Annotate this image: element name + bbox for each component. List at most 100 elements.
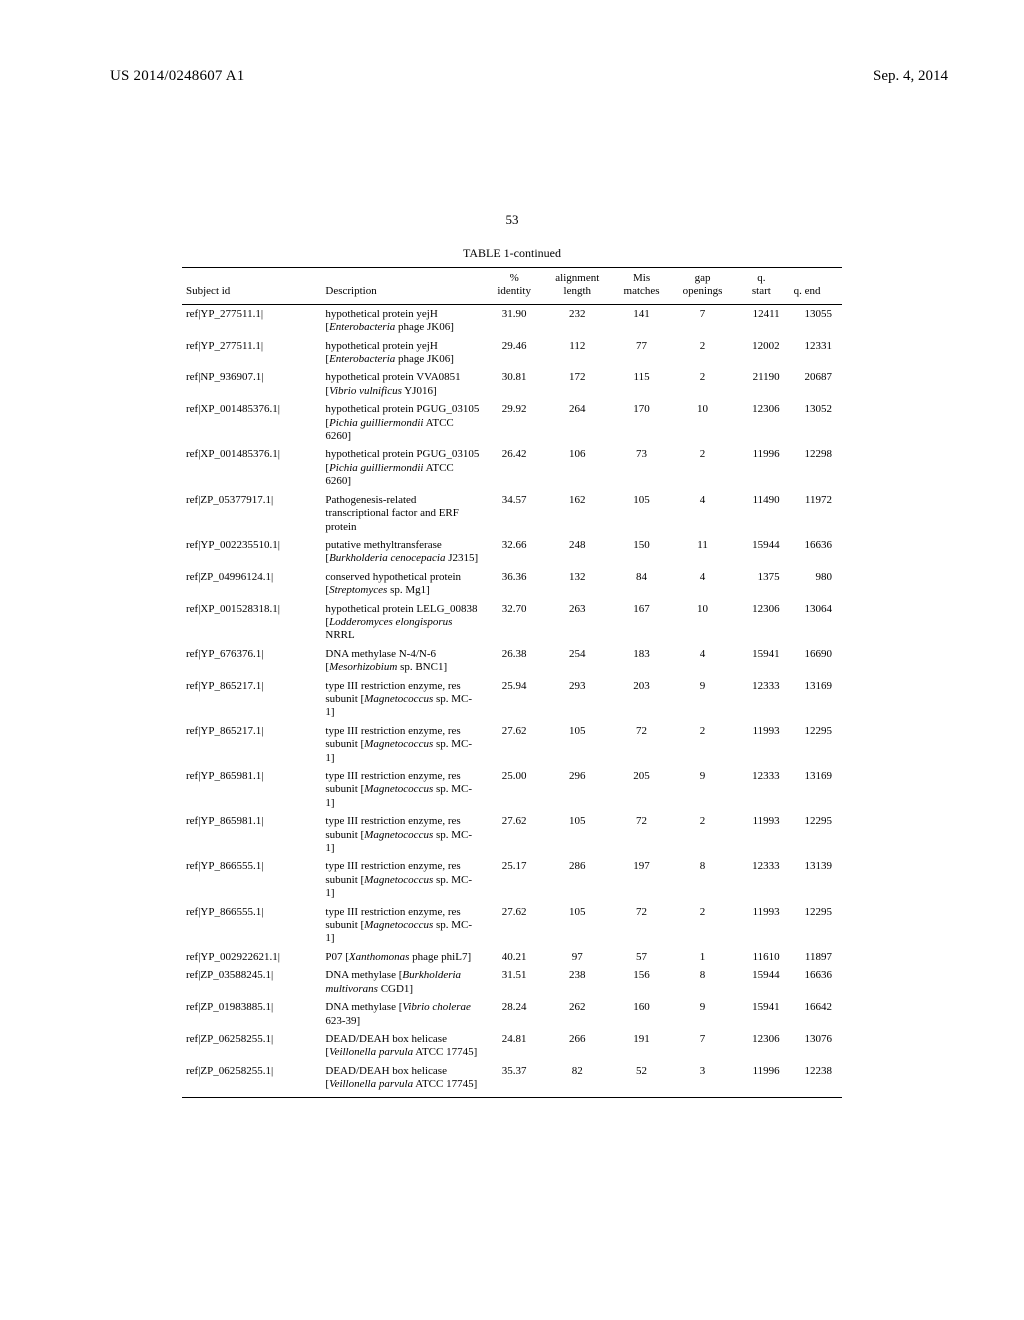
cell-gap-openings: 7 xyxy=(672,1030,733,1062)
cell-alignment-length: 286 xyxy=(544,857,612,902)
cell-q-start: 12002 xyxy=(733,337,790,369)
cell-q-start: 11610 xyxy=(733,948,790,966)
cell-subject-id: ref|ZP_04996124.1| xyxy=(182,568,321,600)
table-row: ref|YP_002922621.1|P07 [Xanthomonas phag… xyxy=(182,948,842,966)
cell-pct-identity: 40.21 xyxy=(485,948,544,966)
cell-q-end: 11897 xyxy=(790,948,842,966)
cell-subject-id: ref|YP_866555.1| xyxy=(182,857,321,902)
cell-description: DEAD/DEAH box helicase [Veillonella parv… xyxy=(321,1030,484,1062)
page-header: US 2014/0248607 A1 Sep. 4, 2014 xyxy=(0,0,1024,176)
col-alignment-length: alignmentlength xyxy=(544,268,612,305)
cell-q-start: 15944 xyxy=(733,966,790,998)
cell-subject-id: ref|NP_936907.1| xyxy=(182,368,321,400)
cell-alignment-length: 97 xyxy=(544,948,612,966)
cell-alignment-length: 266 xyxy=(544,1030,612,1062)
table-header-row: Subject id Description %identity alignme… xyxy=(182,268,842,305)
cell-q-end: 16690 xyxy=(790,645,842,677)
table-row: ref|YP_866555.1|type III restriction enz… xyxy=(182,903,842,948)
cell-pct-identity: 26.38 xyxy=(485,645,544,677)
cell-pct-identity: 25.94 xyxy=(485,677,544,722)
table-row: ref|YP_277511.1|hypothetical protein yej… xyxy=(182,304,842,336)
cell-gap-openings: 1 xyxy=(672,948,733,966)
cell-subject-id: ref|YP_676376.1| xyxy=(182,645,321,677)
cell-q-start: 15941 xyxy=(733,645,790,677)
col-subject-id: Subject id xyxy=(182,268,321,305)
cell-alignment-length: 82 xyxy=(544,1062,612,1097)
cell-q-end: 13055 xyxy=(790,304,842,336)
cell-gap-openings: 11 xyxy=(672,536,733,568)
cell-alignment-length: 296 xyxy=(544,767,612,812)
cell-gap-openings: 8 xyxy=(672,966,733,998)
cell-mismatches: 72 xyxy=(611,812,672,857)
cell-description: type III restriction enzyme, res subunit… xyxy=(321,677,484,722)
cell-gap-openings: 4 xyxy=(672,645,733,677)
table-body: ref|YP_277511.1|hypothetical protein yej… xyxy=(182,304,842,1097)
cell-q-end: 13169 xyxy=(790,677,842,722)
cell-description: hypothetical protein VVA0851 [Vibrio vul… xyxy=(321,368,484,400)
cell-q-end: 13052 xyxy=(790,400,842,445)
table-row: ref|XP_001528318.1|hypothetical protein … xyxy=(182,600,842,645)
cell-q-end: 16636 xyxy=(790,966,842,998)
cell-alignment-length: 263 xyxy=(544,600,612,645)
cell-description: hypothetical protein PGUG_03105 [Pichia … xyxy=(321,445,484,490)
cell-mismatches: 141 xyxy=(611,304,672,336)
cell-gap-openings: 9 xyxy=(672,767,733,812)
cell-subject-id: ref|YP_277511.1| xyxy=(182,337,321,369)
cell-q-end: 12298 xyxy=(790,445,842,490)
cell-alignment-length: 106 xyxy=(544,445,612,490)
cell-subject-id: ref|YP_002235510.1| xyxy=(182,536,321,568)
cell-q-end: 13064 xyxy=(790,600,842,645)
cell-description: type III restriction enzyme, res subunit… xyxy=(321,767,484,812)
cell-gap-openings: 2 xyxy=(672,722,733,767)
table-row: ref|ZP_05377917.1|Pathogenesis-related t… xyxy=(182,491,842,536)
cell-q-start: 15944 xyxy=(733,536,790,568)
cell-q-start: 12306 xyxy=(733,400,790,445)
cell-gap-openings: 4 xyxy=(672,568,733,600)
cell-mismatches: 115 xyxy=(611,368,672,400)
cell-alignment-length: 262 xyxy=(544,998,612,1030)
cell-alignment-length: 172 xyxy=(544,368,612,400)
cell-description: DNA methylase N-4/N-6 [Mesorhizobium sp.… xyxy=(321,645,484,677)
table-row: ref|ZP_06258255.1|DEAD/DEAH box helicase… xyxy=(182,1062,842,1097)
cell-pct-identity: 25.00 xyxy=(485,767,544,812)
cell-description: type III restriction enzyme, res subunit… xyxy=(321,722,484,767)
cell-subject-id: ref|ZP_06258255.1| xyxy=(182,1062,321,1097)
cell-gap-openings: 2 xyxy=(672,337,733,369)
table-row: ref|ZP_01983885.1|DNA methylase [Vibrio … xyxy=(182,998,842,1030)
cell-mismatches: 167 xyxy=(611,600,672,645)
cell-description: type III restriction enzyme, res subunit… xyxy=(321,812,484,857)
cell-q-start: 11996 xyxy=(733,1062,790,1097)
cell-q-start: 12333 xyxy=(733,677,790,722)
cell-mismatches: 105 xyxy=(611,491,672,536)
cell-pct-identity: 24.81 xyxy=(485,1030,544,1062)
cell-pct-identity: 35.37 xyxy=(485,1062,544,1097)
cell-gap-openings: 2 xyxy=(672,812,733,857)
cell-description: conserved hypothetical protein [Streptom… xyxy=(321,568,484,600)
cell-pct-identity: 32.66 xyxy=(485,536,544,568)
cell-description: hypothetical protein PGUG_03105 [Pichia … xyxy=(321,400,484,445)
cell-description: hypothetical protein yejH [Enterobacteri… xyxy=(321,304,484,336)
cell-subject-id: ref|XP_001485376.1| xyxy=(182,445,321,490)
cell-q-end: 20687 xyxy=(790,368,842,400)
cell-subject-id: ref|YP_277511.1| xyxy=(182,304,321,336)
cell-pct-identity: 27.62 xyxy=(485,812,544,857)
cell-q-start: 12333 xyxy=(733,857,790,902)
cell-q-end: 12331 xyxy=(790,337,842,369)
cell-description: Pathogenesis-related transcriptional fac… xyxy=(321,491,484,536)
cell-mismatches: 84 xyxy=(611,568,672,600)
cell-q-start: 12306 xyxy=(733,600,790,645)
cell-pct-identity: 26.42 xyxy=(485,445,544,490)
table-row: ref|ZP_06258255.1|DEAD/DEAH box helicase… xyxy=(182,1030,842,1062)
cell-mismatches: 77 xyxy=(611,337,672,369)
cell-alignment-length: 232 xyxy=(544,304,612,336)
table-row: ref|NP_936907.1|hypothetical protein VVA… xyxy=(182,368,842,400)
cell-gap-openings: 3 xyxy=(672,1062,733,1097)
cell-pct-identity: 32.70 xyxy=(485,600,544,645)
cell-mismatches: 150 xyxy=(611,536,672,568)
cell-subject-id: ref|ZP_05377917.1| xyxy=(182,491,321,536)
cell-gap-openings: 2 xyxy=(672,903,733,948)
cell-q-end: 980 xyxy=(790,568,842,600)
cell-alignment-length: 248 xyxy=(544,536,612,568)
cell-q-end: 13076 xyxy=(790,1030,842,1062)
table-row: ref|ZP_03588245.1|DNA methylase [Burkhol… xyxy=(182,966,842,998)
